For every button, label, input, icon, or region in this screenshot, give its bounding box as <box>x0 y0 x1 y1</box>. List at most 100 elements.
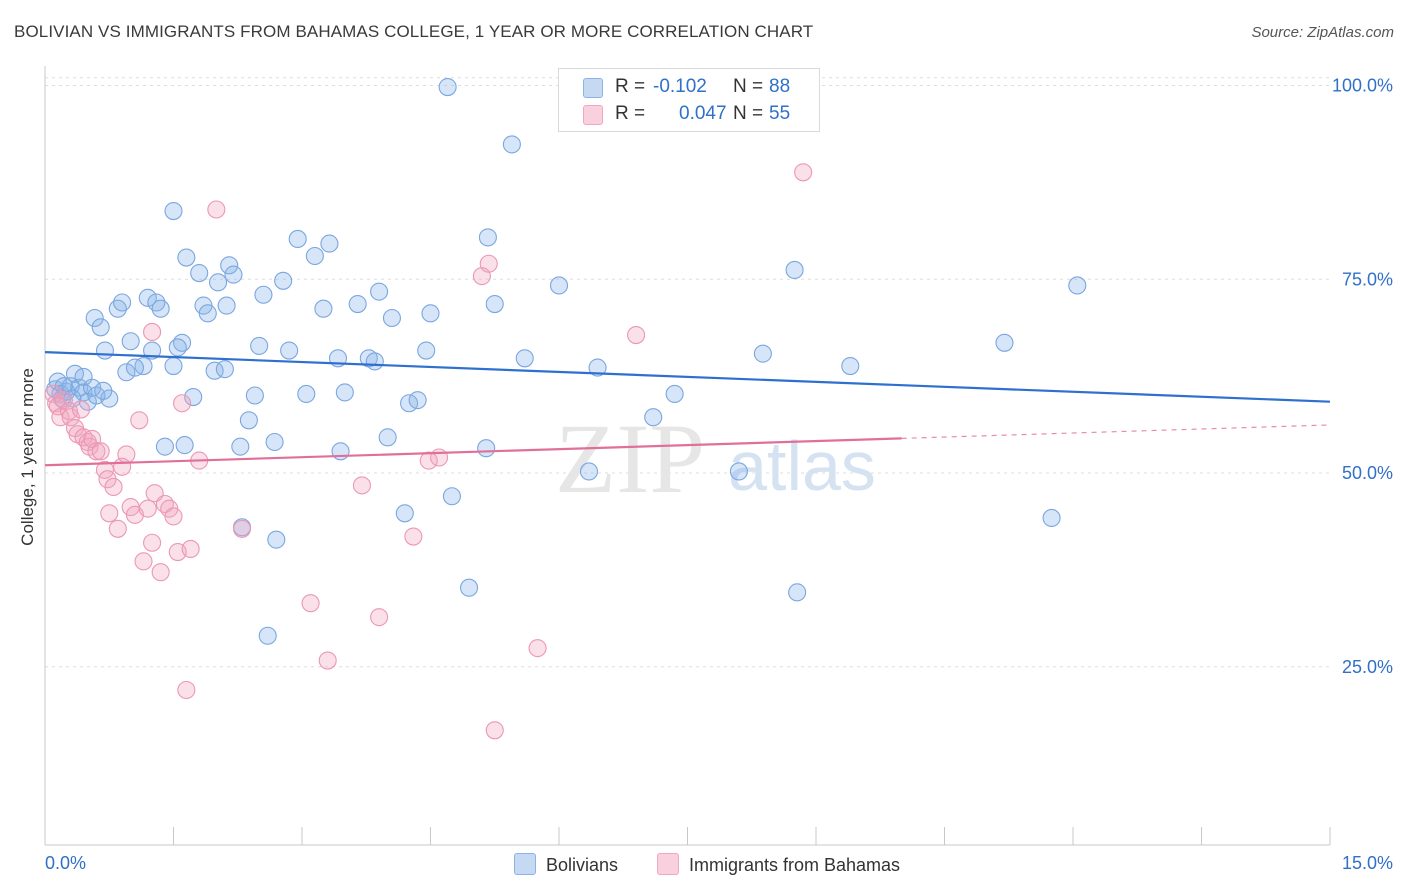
data-point-bahamas <box>138 499 157 518</box>
data-point-bolivians <box>121 332 140 351</box>
data-point-bolivians <box>220 256 239 275</box>
watermark: ZIP atlas <box>555 403 876 514</box>
data-point-bolivians <box>117 363 136 382</box>
data-point-bolivians <box>258 626 277 645</box>
data-point-bahamas <box>104 477 123 497</box>
data-point-bahamas <box>173 394 192 413</box>
data-point-bahamas <box>54 391 73 410</box>
data-point-bolivians <box>395 504 414 523</box>
bottom-legend-swatch-bahamas <box>657 853 679 875</box>
x-tick-label: 15.0% <box>1342 853 1393 873</box>
data-point-bolivians <box>297 384 316 404</box>
data-point-bolivians <box>85 308 104 328</box>
data-point-bahamas <box>794 163 813 182</box>
legend-r-label: R = <box>615 76 646 97</box>
legend-n-label: N = <box>733 76 764 97</box>
data-point-bolivians <box>274 271 293 290</box>
bottom-legend-label-bolivians: Bolivians <box>546 855 619 875</box>
data-point-bahamas <box>207 200 226 219</box>
data-point-bahamas <box>134 552 153 571</box>
data-point-bolivians <box>138 288 157 307</box>
data-point-bahamas <box>181 539 200 559</box>
data-point-bolivians <box>995 333 1014 352</box>
data-point-bahamas <box>232 519 252 538</box>
data-point-bolivians <box>841 356 860 376</box>
data-point-bolivians <box>250 336 269 355</box>
data-point-bolivians <box>485 294 504 314</box>
watermark-zip: ZIP <box>555 403 705 514</box>
y-tick-label: 50.0% <box>1342 463 1393 483</box>
data-point-bahamas <box>164 507 183 526</box>
data-point-bolivians <box>549 276 569 295</box>
data-point-bolivians <box>579 462 599 481</box>
data-point-bahamas <box>528 639 547 658</box>
data-point-bahamas <box>301 594 320 613</box>
data-point-bolivians <box>215 360 234 379</box>
data-point-bahamas <box>352 476 372 495</box>
tick-labels: 25.0% 50.0% 75.0% 100.0% 0.0% 15.0% <box>45 76 1393 874</box>
data-point-bolivians <box>155 437 174 456</box>
data-point-bolivians <box>320 234 339 253</box>
data-point-bolivians <box>164 356 183 376</box>
points-layer <box>44 78 1087 740</box>
data-point-bahamas <box>100 504 119 523</box>
data-point-bolivians <box>421 304 440 323</box>
data-point-bolivians <box>305 246 324 266</box>
data-point-bahamas <box>61 408 80 427</box>
data-point-bolivians <box>54 377 73 396</box>
data-point-bahamas <box>177 680 196 700</box>
data-point-bolivians <box>665 384 684 404</box>
data-point-bolivians <box>143 341 162 360</box>
data-point-bolivians <box>267 530 286 549</box>
data-point-bolivians <box>91 318 110 337</box>
data-point-bahamas <box>108 519 127 538</box>
data-point-bolivians <box>94 381 113 400</box>
data-point-bahamas <box>404 527 423 546</box>
data-point-bolivians <box>459 578 479 597</box>
data-point-bahamas <box>370 608 389 627</box>
data-point-bolivians <box>478 228 497 247</box>
data-point-bolivians <box>378 428 397 447</box>
y-tick-label: 100.0% <box>1332 76 1393 96</box>
data-point-bolivians <box>265 432 284 452</box>
data-point-bahamas <box>117 445 136 464</box>
data-point-bahamas <box>143 533 162 552</box>
data-point-bolivians <box>335 383 354 402</box>
data-point-bahamas <box>87 442 106 461</box>
legend-r-value-bolivians: -0.102 <box>653 76 707 97</box>
data-point-bolivians <box>515 349 534 368</box>
data-point-bolivians <box>588 358 607 377</box>
legend-swatch-bolivians <box>583 78 603 98</box>
data-point-bolivians <box>1068 276 1087 295</box>
data-point-bolivians <box>1042 508 1061 528</box>
trend-line-bahamas-extrapolated <box>901 424 1331 439</box>
data-point-bolivians <box>168 338 187 357</box>
data-point-bolivians <box>788 583 807 602</box>
data-point-bahamas <box>71 400 91 419</box>
data-point-bolivians <box>644 408 663 427</box>
legend-r-label: R = <box>615 103 646 124</box>
legend-n-value-bahamas: 55 <box>769 103 791 124</box>
data-point-bolivians <box>177 248 196 267</box>
data-point-bolivians <box>477 439 496 458</box>
data-point-bolivians <box>254 285 273 304</box>
data-point-bahamas <box>430 448 449 467</box>
data-point-bolivians <box>288 229 307 248</box>
data-point-bolivians <box>280 341 299 360</box>
trend-line-bahamas <box>44 437 902 467</box>
y-tick-label: 25.0% <box>1342 657 1393 677</box>
chart-title: BOLIVIAN VS IMMIGRANTS FROM BAHAMAS COLL… <box>14 22 814 41</box>
data-point-bolivians <box>231 437 250 456</box>
data-point-bolivians <box>245 386 264 405</box>
data-point-bolivians <box>208 273 228 292</box>
correlation-legend: R = -0.102 N = 88 R = 0.047 N = 55 <box>558 68 820 132</box>
data-point-bolivians <box>164 202 183 221</box>
data-point-bolivians <box>382 308 402 328</box>
data-point-bahamas <box>143 322 162 342</box>
data-point-bolivians <box>175 436 194 455</box>
trend-layer <box>44 351 1331 467</box>
source-label: Source: ZipAtlas.com <box>1251 24 1394 41</box>
data-point-bolivians <box>785 260 804 280</box>
y-axis-label: College, 1 year or more <box>18 368 37 546</box>
data-point-bolivians <box>370 282 389 301</box>
